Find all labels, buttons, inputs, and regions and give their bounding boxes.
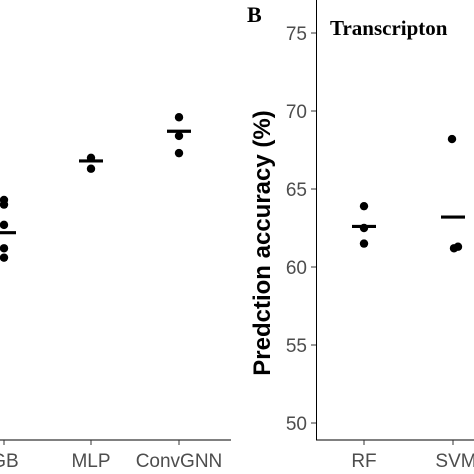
panel-a-x-tick-label: ConvGNN [136, 451, 223, 472]
panel-b-data-point [359, 201, 369, 211]
panel-b-y-tick-label: 75 [286, 24, 307, 45]
panel-b-y-tick-label: 55 [286, 336, 307, 357]
panel-a-data-point [0, 195, 9, 205]
panel-b-title: Transcripton [330, 16, 448, 40]
panel-b-y-tick-label: 50 [286, 414, 307, 435]
panel-a-data-point [0, 220, 9, 230]
panel-a-data-point [0, 244, 9, 253]
panel-a: GB MLP ConvGNN [0, 113, 231, 472]
panel-b-y-tick-label: 70 [286, 102, 307, 123]
panel-a-x-tick-label: GB [0, 451, 19, 472]
panel-letter-b: B [247, 2, 262, 27]
panel-b-x-tick-label: RF [351, 451, 376, 472]
panel-a-data-point [174, 113, 184, 122]
panel-a-data-point [174, 148, 184, 158]
panel-b-data-point [447, 134, 457, 144]
panel-b-y-tick-label: 60 [286, 258, 307, 279]
panel-b-x-tick-label: SVM [435, 451, 474, 472]
panel-b-y-tick-label: 65 [286, 180, 307, 201]
panel-a-data-point [86, 164, 96, 173]
panel-a-data-point [0, 253, 9, 262]
panel-b-y-axis-title: Predction accuracy (%) [249, 110, 276, 375]
panel-b: B Transcripton 50 55 60 65 70 75 Predction accur… [247, 0, 474, 472]
panel-b-data-point [453, 242, 463, 251]
panel-a-data-point [174, 131, 184, 141]
panel-a-x-tick-label: MLP [71, 451, 110, 472]
panel-b-data-point [359, 239, 369, 248]
